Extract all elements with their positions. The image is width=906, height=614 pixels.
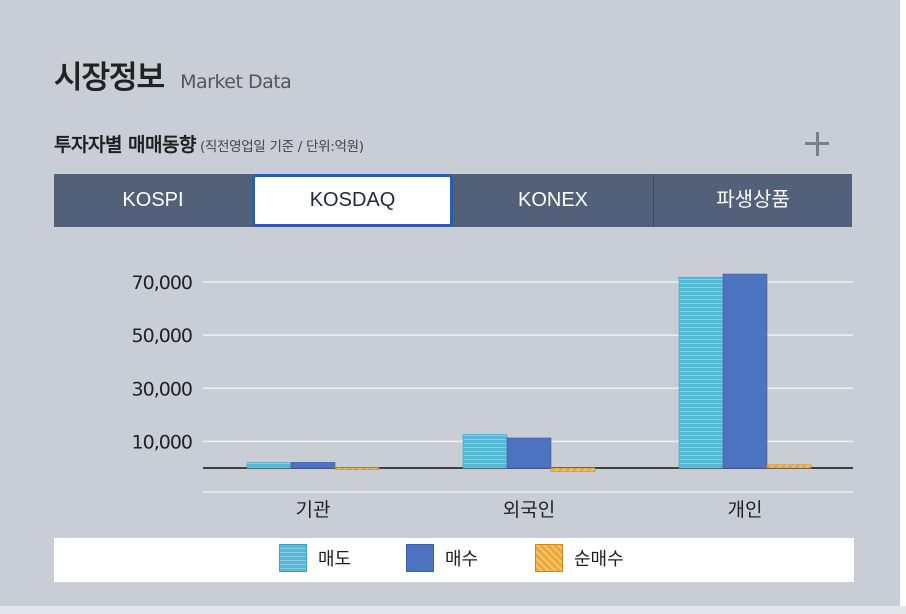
legend-item-sell: 매도: [279, 544, 351, 572]
legend-swatch-sell: [279, 544, 307, 572]
page-edge: [900, 0, 906, 614]
tab-kospi[interactable]: KOSPI: [122, 189, 184, 211]
bar-net: [550, 467, 596, 472]
legend-label-buy: 매수: [445, 549, 479, 570]
x-category-label: 외국인: [503, 499, 555, 521]
bar-buy: [290, 462, 336, 469]
section-header: 투자자별 매매동향 (직전영업일 기준 / 단위:억원): [54, 130, 364, 157]
section-note: (직전영업일 기준 / 단위:억원): [199, 139, 364, 155]
bar-net: [766, 464, 812, 469]
tab-kosdaq[interactable]: KOSDAQ: [252, 174, 453, 227]
page-title: 시장정보: [54, 60, 165, 96]
y-tick-label: 70,000: [132, 272, 192, 294]
page-subtitle: Market Data: [180, 71, 292, 93]
section-title: 투자자별 매매동향: [54, 134, 196, 156]
bar-sell: [678, 276, 724, 469]
bar-sell: [462, 434, 508, 469]
y-tick-label: 50,000: [132, 325, 192, 347]
legend-swatch-net: [535, 544, 563, 572]
tab-derivatives[interactable]: 파생상품: [653, 174, 852, 227]
bar-buy: [506, 437, 552, 469]
bar-sell: [246, 462, 292, 469]
legend-label-sell: 매도: [318, 549, 352, 570]
x-category-label: 개인: [728, 499, 763, 521]
chart-legend: 매도 매수 순매수: [54, 538, 854, 582]
legend-item-buy: 매수: [406, 544, 478, 572]
legend-item-net: 순매수: [535, 544, 624, 572]
page-header: 시장정보 Market Data: [54, 52, 292, 97]
y-tick-label: 30,000: [132, 378, 192, 400]
bar-buy: [722, 273, 768, 469]
y-tick-label: 10,000: [132, 431, 192, 453]
tab-konex[interactable]: KONEX: [517, 189, 589, 211]
market-tabs: KOSPI KOSDAQ KONEX 파생상품: [54, 174, 852, 227]
plus-icon[interactable]: [803, 130, 831, 158]
legend-swatch-buy: [406, 544, 434, 572]
page-bottom-edge: [0, 606, 906, 614]
legend-label-net: 순매수: [574, 549, 624, 570]
x-category-label: 기관: [296, 499, 331, 521]
bar-net: [334, 467, 380, 471]
